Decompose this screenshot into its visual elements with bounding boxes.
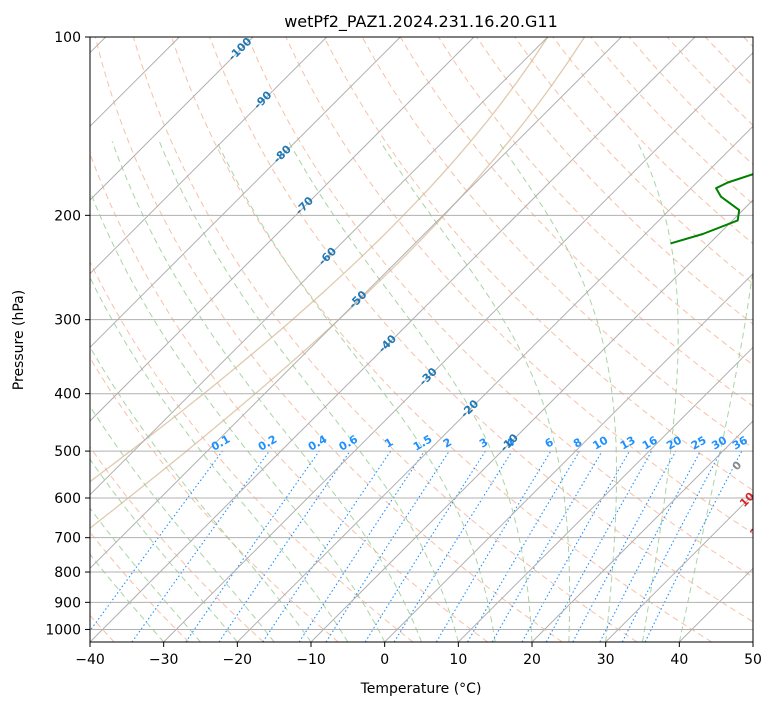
y-tick-label: 900	[54, 595, 81, 611]
x-axis-label: Temperature (°C)	[360, 681, 482, 697]
plot-frame	[89, 36, 754, 643]
mixing-ratio-line	[393, 450, 513, 642]
isotherm-line	[90, 37, 622, 570]
x-tick-label: −30	[149, 652, 179, 668]
x-tick-label: 20	[523, 652, 541, 668]
mixing-ratio-line	[325, 450, 450, 642]
y-tick-label: 400	[54, 387, 81, 403]
dry-adiabat	[132, 37, 638, 642]
mixing-ratio-line	[298, 450, 425, 642]
y-tick-label: 700	[54, 531, 81, 547]
mixing-ratio-line	[185, 450, 320, 642]
isotherm-line	[236, 125, 753, 642]
y-tick-label: 200	[54, 208, 81, 224]
isotherm-line	[90, 37, 549, 496]
dry-adiabat	[94, 37, 563, 642]
x-axis-ticks: −40 −30 −20 −10 0 10 20 30 40 50	[75, 642, 762, 668]
isotherm-line	[90, 37, 328, 275]
chart-title: wetPf2_PAZ1.2024.231.16.20.G11	[284, 12, 558, 32]
moist-adiabat-label: 20	[748, 520, 768, 540]
mixing-ratio-line	[262, 450, 392, 642]
mixing-ratio-line	[521, 450, 630, 642]
mixing-ratio-line	[131, 450, 270, 642]
x-tick-label: −20	[223, 652, 253, 668]
dewpoint-line	[670, 173, 753, 245]
isotherm-line	[310, 199, 753, 642]
mixing-ratio-line	[572, 450, 677, 642]
saturation-curves	[90, 37, 586, 530]
mixing-ratio-line	[545, 450, 653, 642]
y-tick-label: 100	[54, 30, 81, 46]
grid-lines	[90, 37, 753, 642]
y-tick-label: 800	[54, 565, 81, 581]
dry-adiabat	[476, 37, 753, 325]
mixing-ratio-line	[218, 450, 351, 642]
dry-adiabat	[514, 37, 753, 285]
isotherm-line	[531, 420, 753, 642]
isotherm-line	[90, 37, 696, 642]
x-tick-label: 30	[597, 652, 615, 668]
mixing-ratio-lines	[90, 450, 743, 642]
y-tick-label: 300	[54, 313, 81, 329]
mixing-ratio-line	[644, 450, 743, 642]
dry-adiabat	[171, 37, 712, 642]
dry-adiabat	[90, 356, 339, 642]
isotherm-line	[384, 272, 753, 642]
y-tick-label: 500	[54, 444, 81, 460]
isotherm-line	[605, 493, 753, 642]
dry-adiabats	[90, 37, 753, 642]
dry-adiabat	[90, 446, 264, 642]
dry-adiabat	[247, 37, 753, 578]
x-tick-label: −40	[75, 652, 105, 668]
x-tick-label: 50	[744, 652, 762, 668]
isotherm-line	[90, 37, 401, 349]
y-axis-ticks: 100 200 300 400 500 600 700 800 900 1000	[45, 30, 90, 638]
x-tick-label: 0	[380, 652, 389, 668]
moist-adiabat-label: 30	[756, 552, 775, 572]
profile-series	[670, 173, 753, 245]
isotherm-line	[752, 641, 753, 642]
y-tick-label: 1000	[45, 622, 81, 638]
dry-adiabat	[285, 37, 753, 535]
saturation-curve	[90, 37, 549, 483]
y-axis-label: Pressure (hPa)	[11, 290, 27, 390]
x-tick-label: −10	[296, 652, 326, 668]
x-tick-label: 10	[449, 652, 467, 668]
dry-adiabat	[90, 260, 414, 642]
saturation-curve	[90, 37, 586, 530]
isotherm-line	[163, 51, 753, 642]
y-tick-label: 600	[54, 491, 81, 507]
isotherm-line	[90, 37, 254, 201]
dry-adiabat	[209, 37, 753, 623]
isotherm-line	[457, 346, 753, 642]
mixing-ratio-line	[90, 450, 223, 632]
isotherm-line	[90, 37, 475, 422]
plot-area	[90, 37, 753, 642]
x-tick-label: 40	[670, 652, 688, 668]
plot-layers: 0.1 0.2 0.4 0.6 1 1.5 2 3 4 6 8 10 13 16 20 25 30 36-100-…	[90, 37, 775, 642]
dry-adiabat	[323, 37, 753, 491]
moist-adiabat-label: 40	[766, 586, 775, 606]
